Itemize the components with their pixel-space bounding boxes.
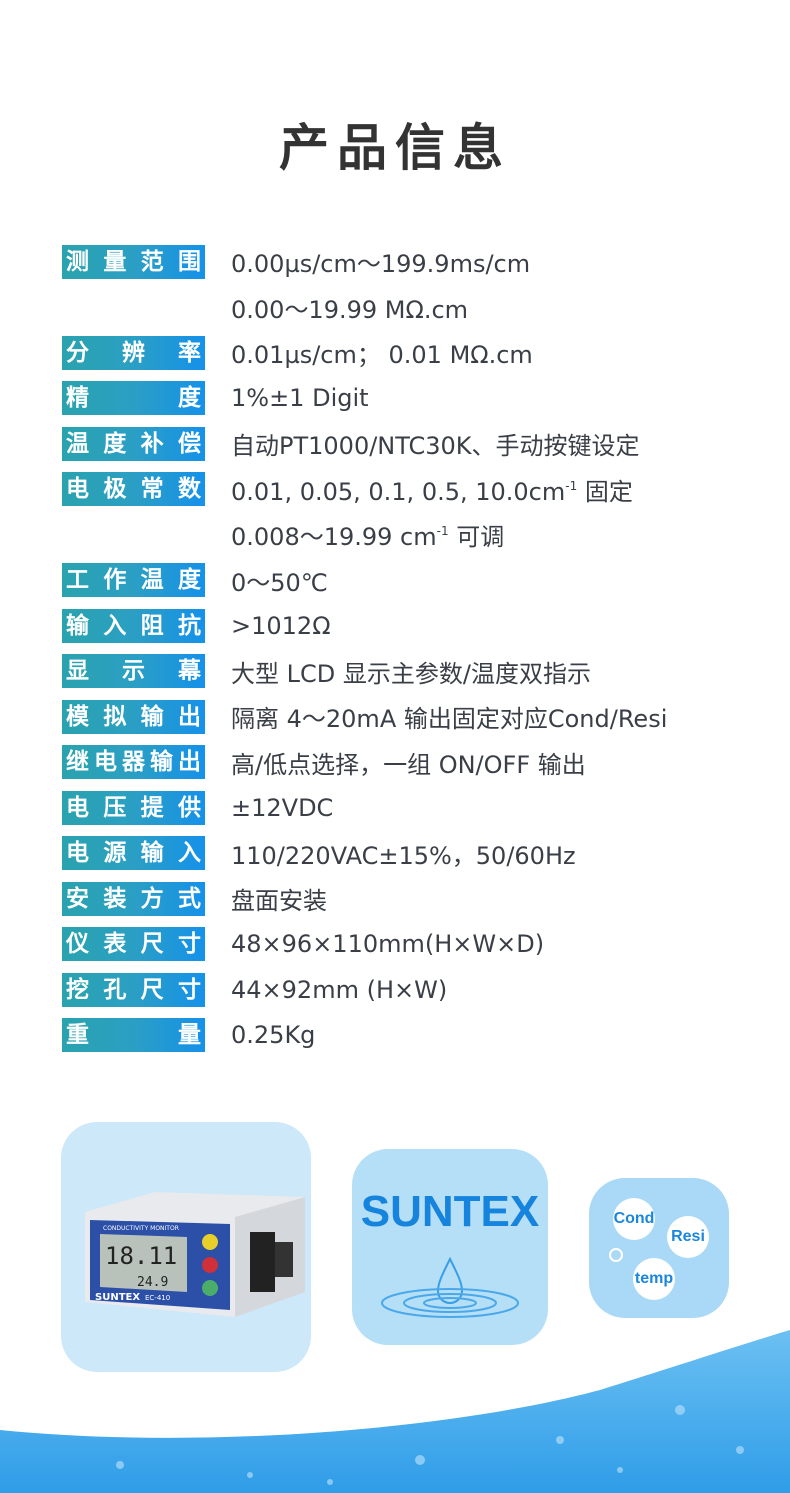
spec-row: 输入阻抗 >1012Ω — [62, 603, 667, 649]
spec-value: 0.01µs/cm； 0.01 MΩ.cm — [231, 335, 533, 370]
spec-label: 挖孔尺寸 — [62, 972, 205, 1007]
spec-value: 0.00～19.99 MΩ.cm — [231, 290, 468, 325]
spec-value: 0.008～19.99 cm-1 可调 — [231, 517, 504, 552]
spec-label: 电源输入 — [62, 836, 205, 871]
superscript: -1 — [436, 524, 449, 539]
svg-text:SUNTEX: SUNTEX — [95, 1292, 140, 1303]
water-drop-icon — [381, 1256, 519, 1318]
spec-value-text: 0～50℃ — [231, 568, 328, 597]
spec-label: 测量范围 — [62, 244, 205, 279]
brand-card: SUNTEX — [352, 1149, 548, 1345]
spec-value-text: ±12VDC — [231, 793, 334, 822]
small-bubble-icon — [609, 1248, 623, 1262]
spec-value-suffix: 可调 — [448, 523, 505, 552]
page-title: 产品信息 — [279, 119, 511, 177]
spec-label — [62, 290, 205, 324]
spec-value: 自动PT1000/NTC30K、手动按键设定 — [231, 426, 640, 461]
spec-value: 高/低点选择，一组 ON/OFF 输出 — [231, 745, 586, 780]
spec-row: 测量范围 0.00µs/cm～199.9ms/cm — [62, 239, 667, 285]
spec-value: >1012Ω — [231, 612, 331, 640]
spec-value: 44×92mm (H×W) — [231, 976, 447, 1004]
spec-label: 继电器输出 — [62, 745, 205, 780]
spec-value: 隔离 4～20mA 输出固定对应Cond/Resi — [231, 699, 667, 734]
spec-label: 电压提供 — [62, 790, 205, 825]
spec-value-suffix: 固定 — [577, 477, 633, 506]
spec-label: 重量 — [62, 1018, 205, 1053]
spec-value: ±12VDC — [231, 794, 333, 822]
spec-value-text: 0.00µs/cm～199.9ms/cm — [231, 250, 531, 279]
svg-text:24.9: 24.9 — [137, 1275, 168, 1290]
spec-row: 温度补偿 自动PT1000/NTC30K、手动按键设定 — [62, 421, 667, 467]
spec-value-text: 自动PT1000/NTC30K、手动按键设定 — [231, 432, 640, 461]
spec-row: 重量 0.25Kg — [62, 1013, 667, 1059]
spec-table: 测量范围 0.00µs/cm～199.9ms/cm 0.00～19.99 MΩ.cm… — [62, 239, 667, 1058]
spec-value-text: 大型 LCD 显示主参数/温度双指示 — [231, 659, 591, 688]
spec-label: 精度 — [62, 381, 205, 416]
spec-value-text: 隔离 4～20mA 输出固定对应Cond/Resi — [231, 705, 668, 734]
spec-row: 电源输入 110/220VAC±15%，50/60Hz — [62, 831, 667, 877]
spec-value: 48×96×110mm(H×W×D) — [231, 930, 544, 958]
spec-value: 盘面安装 — [231, 881, 327, 916]
spec-label: 模拟输出 — [62, 699, 205, 734]
spec-value: 1%±1 Digit — [231, 384, 369, 412]
svg-text:EC-410: EC-410 — [145, 1294, 170, 1302]
spec-row: 继电器输出 高/低点选择，一组 ON/OFF 输出 — [62, 740, 667, 786]
spec-value-text: 1%±1 Digit — [231, 384, 369, 413]
temp-bubble: temp — [633, 1258, 675, 1300]
spec-value-text: 0.008～19.99 cm — [231, 523, 437, 552]
svg-text:18.11: 18.11 — [105, 1242, 177, 1270]
spec-row: 挖孔尺寸 44×92mm (H×W) — [62, 967, 667, 1013]
spec-value-text: >1012Ω — [231, 611, 331, 640]
spec-row: 显示幕 大型 LCD 显示主参数/温度双指示 — [62, 649, 667, 695]
spec-row: 分辨率 0.01µs/cm； 0.01 MΩ.cm — [62, 330, 667, 376]
brand-logo: SUNTEX — [360, 1187, 540, 1236]
measurement-modes-card: Cond Resi temp — [589, 1178, 729, 1318]
spec-row: 工作温度 0～50℃ — [62, 558, 667, 604]
spec-value: 0.00µs/cm～199.9ms/cm — [231, 244, 530, 279]
spec-label: 工作温度 — [62, 563, 205, 598]
spec-value: 0.25Kg — [231, 1021, 315, 1049]
spec-label: 安装方式 — [62, 881, 205, 916]
spec-label: 分辨率 — [62, 335, 205, 370]
spec-row: 仪表尺寸 48×96×110mm(H×W×D) — [62, 922, 667, 968]
spec-value-text: 高/低点选择，一组 ON/OFF 输出 — [231, 750, 586, 779]
spec-value-text: 0.01, 0.05, 0.1, 0.5, 10.0cm — [231, 477, 566, 506]
spec-row: 电极常数 0.01, 0.05, 0.1, 0.5, 10.0cm-1 固定 — [62, 467, 667, 513]
resi-bubble: Resi — [667, 1216, 709, 1258]
water-wave-decoration — [0, 1330, 790, 1493]
spec-label: 显示幕 — [62, 654, 205, 689]
spec-value-text: 盘面安装 — [231, 887, 327, 916]
spec-value-text: 110/220VAC±15%，50/60Hz — [231, 841, 576, 870]
cond-bubble: Cond — [613, 1198, 655, 1240]
spec-label: 输入阻抗 — [62, 608, 205, 643]
product-image-card: 18.11 24.9 CONDUCTIVITY MONITOR SUNTEX E… — [61, 1122, 311, 1372]
conductivity-monitor-image: 18.11 24.9 CONDUCTIVITY MONITOR SUNTEX E… — [85, 1192, 305, 1317]
spec-value-text: 0.01µs/cm； 0.01 MΩ.cm — [231, 341, 533, 370]
spec-value-text: 0.00～19.99 MΩ.cm — [231, 295, 469, 324]
spec-row: 0.00～19.99 MΩ.cm — [62, 285, 667, 331]
superscript: -1 — [565, 478, 578, 493]
spec-row: 模拟输出 隔离 4～20mA 输出固定对应Cond/Resi — [62, 694, 667, 740]
spec-row: 安装方式 盘面安装 — [62, 876, 667, 922]
spec-value: 0.01, 0.05, 0.1, 0.5, 10.0cm-1 固定 — [231, 472, 633, 507]
svg-text:CONDUCTIVITY MONITOR: CONDUCTIVITY MONITOR — [103, 1225, 179, 1232]
spec-row: 电压提供 ±12VDC — [62, 785, 667, 831]
spec-label — [62, 518, 205, 552]
spec-value: 大型 LCD 显示主参数/温度双指示 — [231, 654, 591, 689]
spec-value-text: 0.25Kg — [231, 1021, 316, 1050]
spec-value: 110/220VAC±15%，50/60Hz — [231, 836, 576, 871]
spec-row: 精度 1%±1 Digit — [62, 376, 667, 422]
spec-value-text: 44×92mm (H×W) — [231, 975, 448, 1004]
spec-value-text: 48×96×110mm(H×W×D) — [231, 930, 545, 959]
spec-label: 仪表尺寸 — [62, 927, 205, 962]
spec-label: 电极常数 — [62, 472, 205, 507]
spec-value: 0～50℃ — [231, 563, 328, 598]
spec-row: 0.008～19.99 cm-1 可调 — [62, 512, 667, 558]
spec-label: 温度补偿 — [62, 426, 205, 461]
